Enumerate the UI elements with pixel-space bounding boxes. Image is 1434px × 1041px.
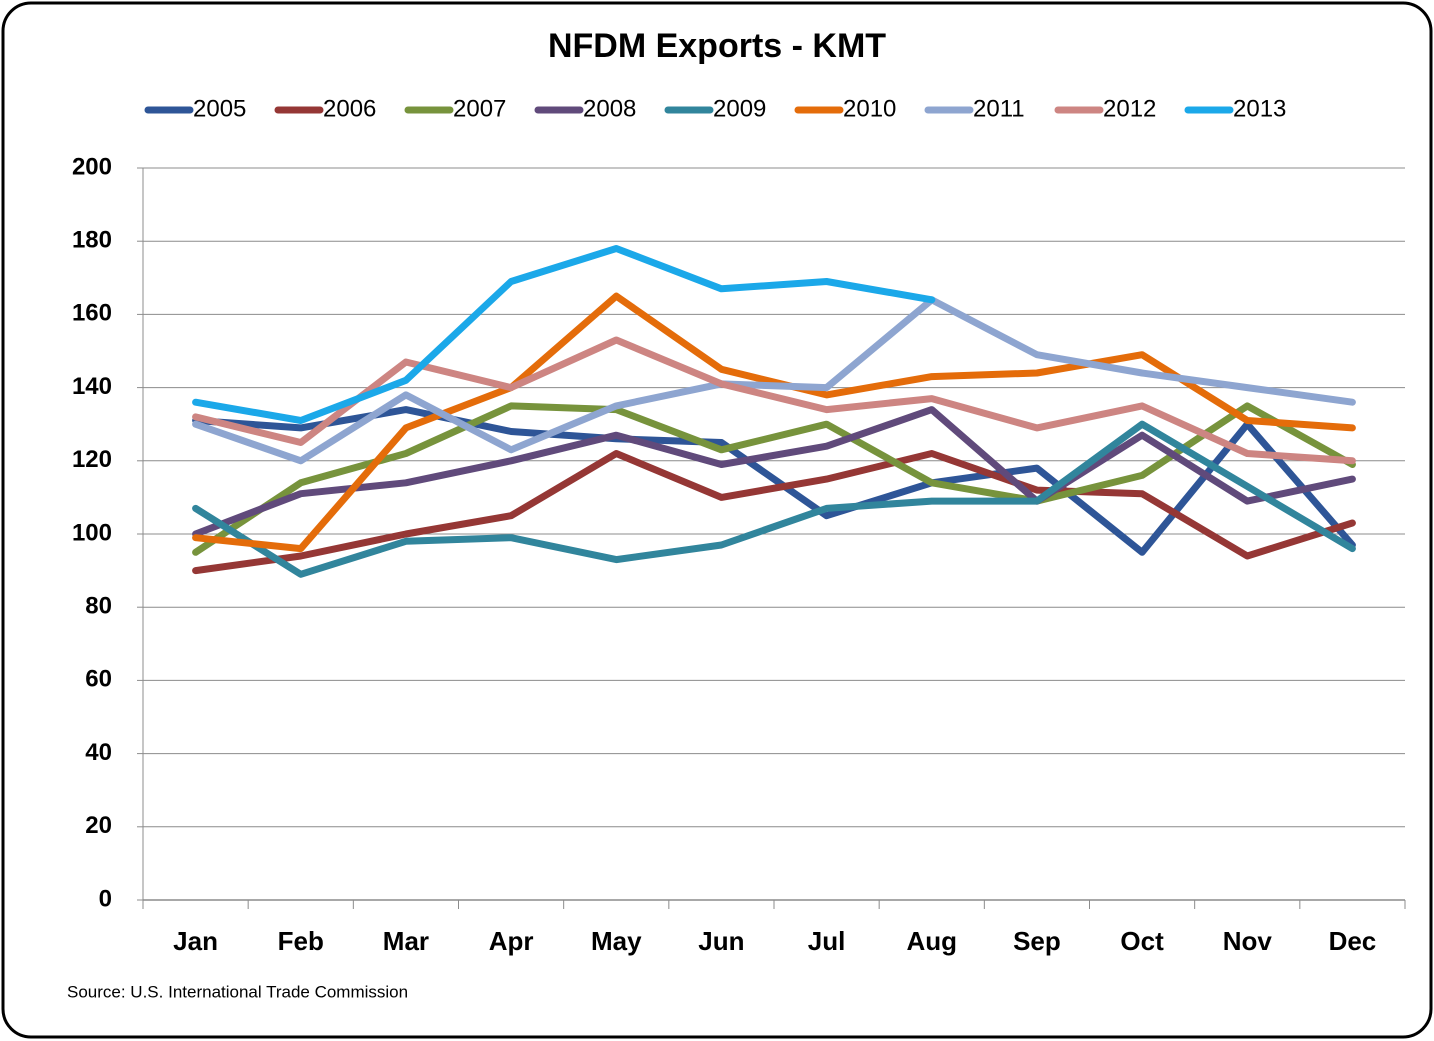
series-line [192,420,1356,578]
series-line [192,245,936,424]
y-tick-label: 140 [72,373,112,400]
series-line [192,336,1356,465]
legend-label: 2005 [193,95,246,122]
series-line [192,450,1356,575]
y-tick-label: 120 [72,446,112,473]
legend-label: 2013 [1233,95,1286,122]
x-tick-label: Feb [278,926,324,956]
series-line [192,406,1356,538]
y-tick-label: 20 [85,812,112,839]
series-line [192,296,1356,465]
series-line [192,402,1356,556]
x-tick-label: Nov [1223,926,1273,956]
x-tick-label: Jul [808,926,846,956]
x-tick-label: May [591,926,642,956]
y-tick-label: 40 [85,739,112,766]
x-tick-label: Oct [1120,926,1164,956]
y-tick-label: 180 [72,227,112,254]
series-line [192,406,1356,556]
legend-label: 2007 [453,95,506,122]
series-line [192,292,1356,553]
source-note: Source: U.S. International Trade Commiss… [67,982,408,1001]
x-tick-label: Apr [489,926,534,956]
x-tick-label: Mar [383,926,429,956]
y-tick-label: 160 [72,300,112,327]
legend-label: 2012 [1103,95,1156,122]
y-tick-label: 100 [72,519,112,546]
x-tick-label: Jun [698,926,744,956]
legend-label: 2011 [973,95,1025,122]
legend-label: 2008 [583,95,636,122]
legend-label: 2009 [713,95,766,122]
legend-label: 2010 [843,95,896,122]
chart-title: NFDM Exports - KMT [548,27,886,65]
x-tick-label: Jan [173,926,218,956]
legend-label: 2006 [323,95,376,122]
x-tick-label: Aug [906,926,957,956]
y-tick-label: 80 [85,593,112,620]
y-tick-label: 200 [72,153,112,180]
y-tick-label: 60 [85,666,112,693]
x-tick-label: Sep [1013,926,1061,956]
y-tick-label: 0 [99,885,112,912]
x-tick-label: Dec [1329,926,1377,956]
